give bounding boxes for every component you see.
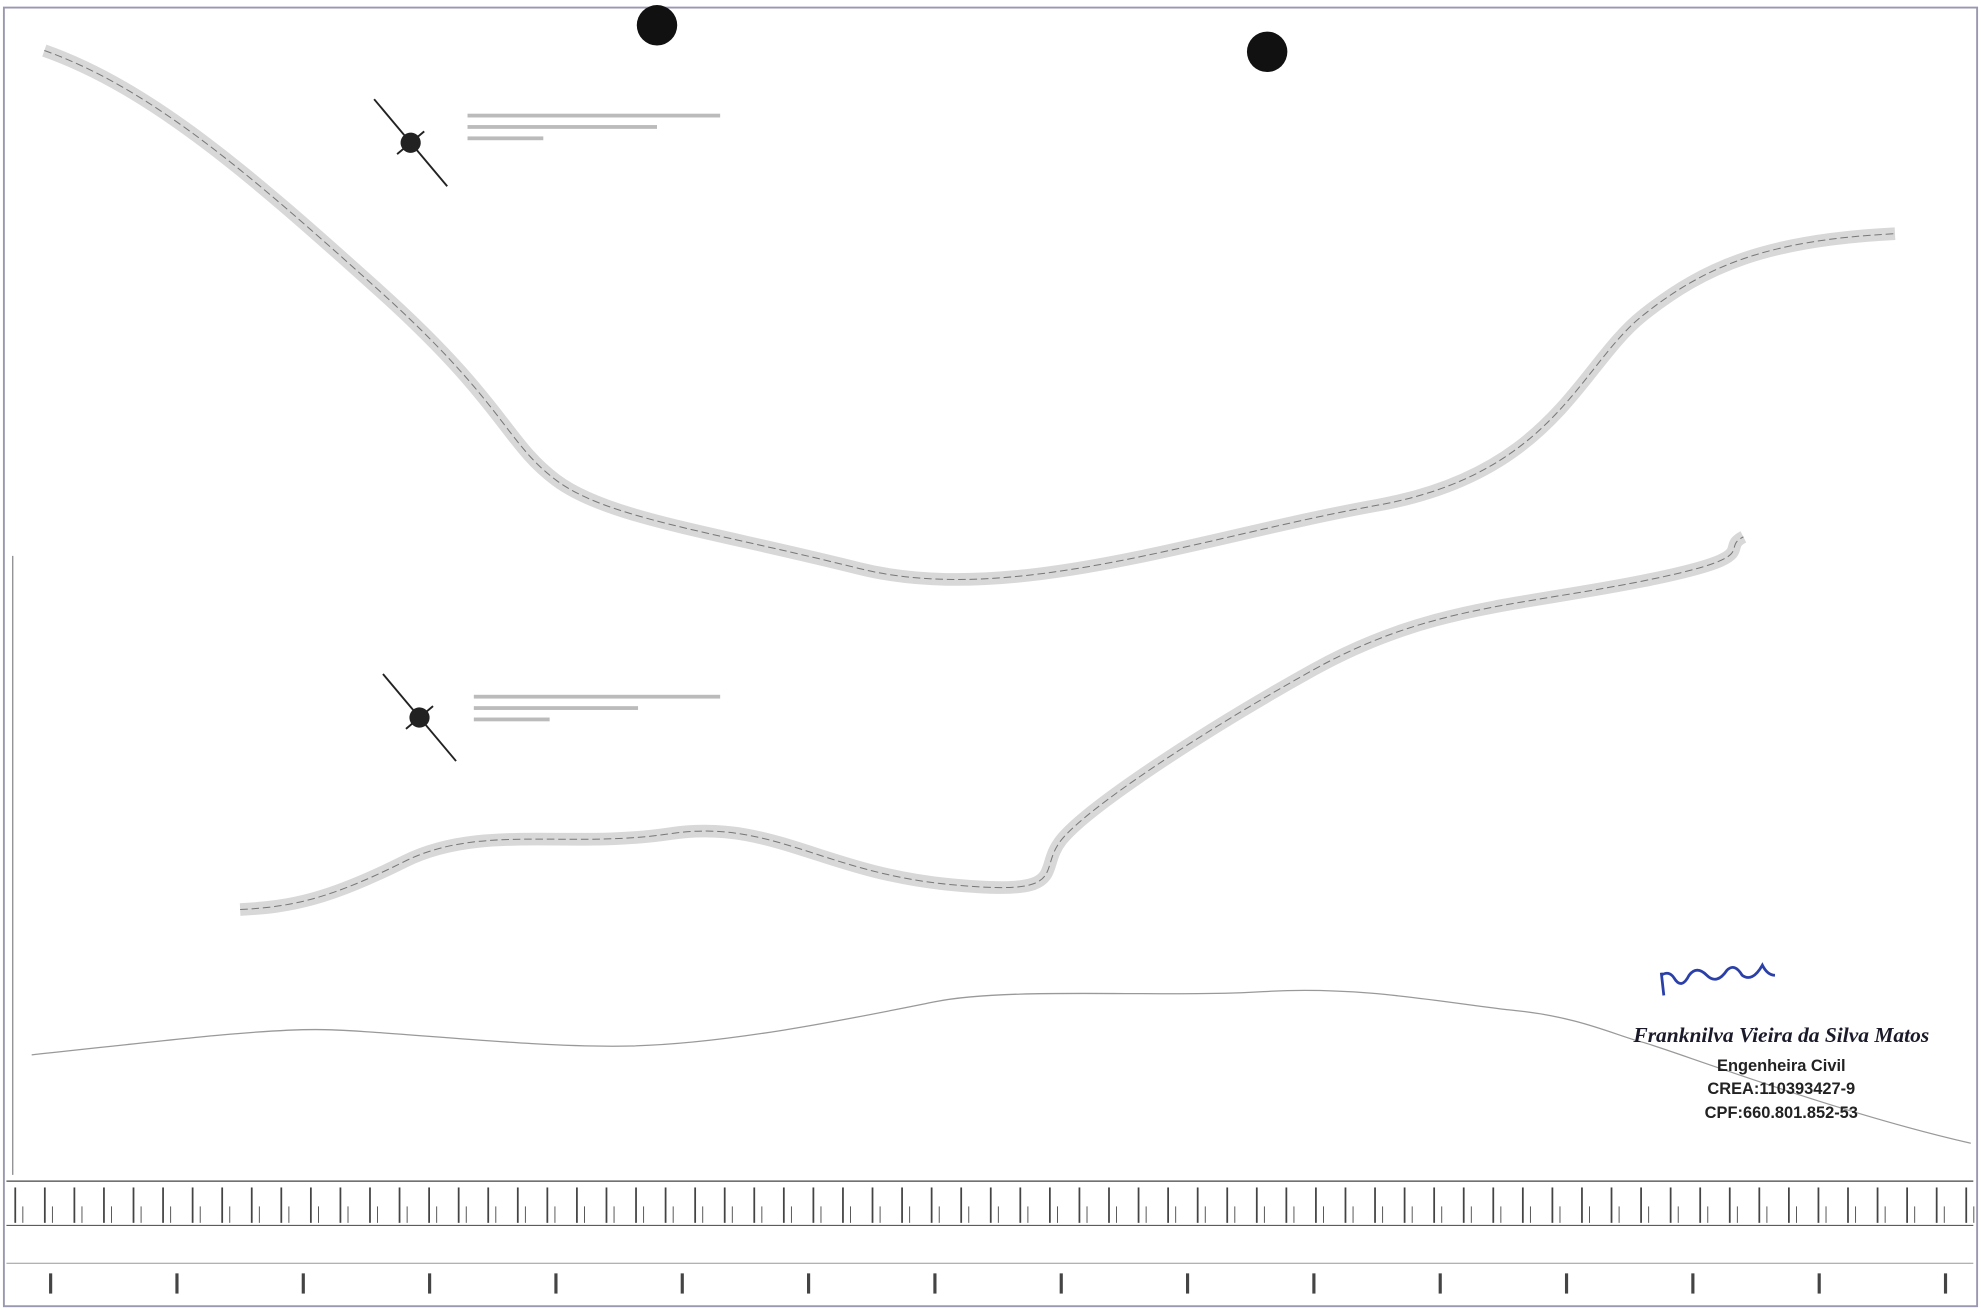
bottom-ruler: [6, 1180, 1975, 1294]
road-lower: [239, 531, 1747, 916]
punch-hole: [636, 5, 678, 46]
north-arrow: [382, 673, 457, 762]
north-arrow: [373, 98, 448, 187]
signer-cpf: CPF:660.801.852-53: [1705, 1104, 1858, 1122]
signature-mark: [1659, 962, 1776, 996]
frame: [2, 6, 1979, 1308]
signer-name: Franknilva Vieira da Silva Matos: [1632, 1023, 1929, 1047]
ground-profile: [31, 989, 1971, 1144]
punch-hole: [1246, 31, 1288, 73]
signer-crea: CREA:110393427-9: [1707, 1080, 1855, 1098]
road-upper: [42, 44, 1896, 586]
note-block: [467, 113, 721, 722]
signer-title: Engenheira Civil: [1717, 1057, 1846, 1075]
